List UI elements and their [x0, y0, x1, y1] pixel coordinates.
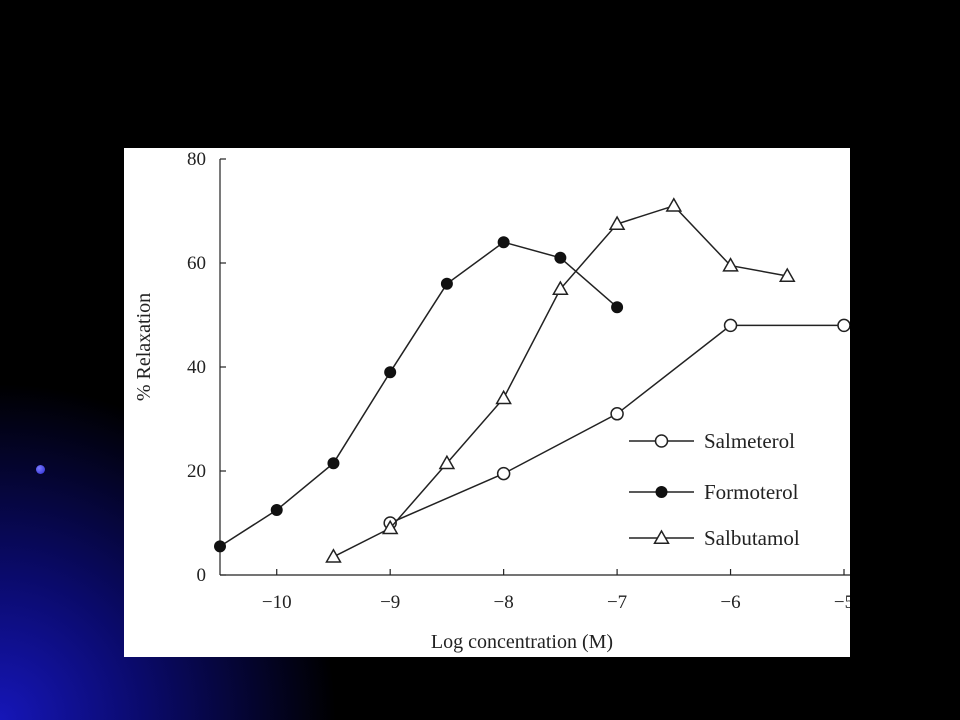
x-axis-label: Log concentration (M): [431, 631, 613, 653]
data-point: [723, 318, 738, 333]
x-tick-label: −7: [607, 592, 627, 613]
data-point: [837, 318, 850, 333]
data-point: [554, 251, 567, 264]
data-point: [722, 257, 739, 272]
y-axis-label: % Relaxation: [133, 293, 155, 401]
data-point: [495, 389, 512, 405]
series-layer: [214, 197, 850, 563]
data-point: [327, 457, 340, 470]
data-point: [384, 366, 397, 379]
legend-entry-salbutamol: Salbutamol: [629, 526, 800, 550]
data-point: [653, 529, 670, 544]
x-tick-label: −5: [834, 592, 850, 613]
relaxation-chart: 0 20 40 60 80 −10 −9 −8 −7 −6 −5 Salmeterol Formote…: [133, 149, 850, 653]
legend: Salmeterol Formoterol Salbutamol: [629, 429, 800, 550]
data-point: [381, 519, 399, 535]
data-point: [270, 504, 283, 516]
data-point: [496, 466, 511, 481]
chart-panel: 0 20 40 60 80 −10 −9 −8 −7 −6 −5 Salmeterol Formote…: [124, 148, 850, 657]
data-point: [611, 301, 624, 314]
legend-entry-formoterol: Formoterol: [629, 480, 799, 504]
data-point: [552, 280, 569, 295]
x-tick-label: −10: [262, 592, 292, 613]
data-point: [438, 454, 456, 470]
slide-bullet: [36, 465, 45, 474]
y-tick-label: 20: [187, 461, 206, 482]
legend-entry-salmeterol: Salmeterol: [629, 429, 795, 453]
series-salbutamol: [325, 197, 796, 563]
x-tick-label: −8: [494, 592, 514, 613]
series-formoterol: [214, 236, 624, 553]
legend-label: Formoterol: [704, 480, 799, 504]
data-point: [214, 540, 226, 553]
axes: 0 20 40 60 80 −10 −9 −8 −7 −6 −5: [187, 149, 850, 613]
data-point: [654, 434, 669, 448]
y-tick-label: 80: [187, 149, 206, 170]
data-point: [610, 407, 624, 421]
y-tick-label: 0: [197, 565, 207, 586]
data-point: [665, 197, 683, 212]
legend-label: Salbutamol: [704, 526, 800, 550]
y-tick-label: 60: [187, 253, 206, 274]
x-tick-label: −6: [720, 592, 740, 613]
series-line: [219, 241, 618, 548]
y-tick-label: 40: [187, 357, 206, 378]
data-point: [778, 267, 796, 282]
data-point: [440, 277, 453, 290]
data-point: [325, 548, 342, 563]
x-tick-label: −9: [380, 592, 400, 613]
data-point: [655, 486, 668, 498]
legend-label: Salmeterol: [704, 429, 795, 453]
data-point: [608, 215, 626, 230]
data-point: [497, 236, 510, 249]
